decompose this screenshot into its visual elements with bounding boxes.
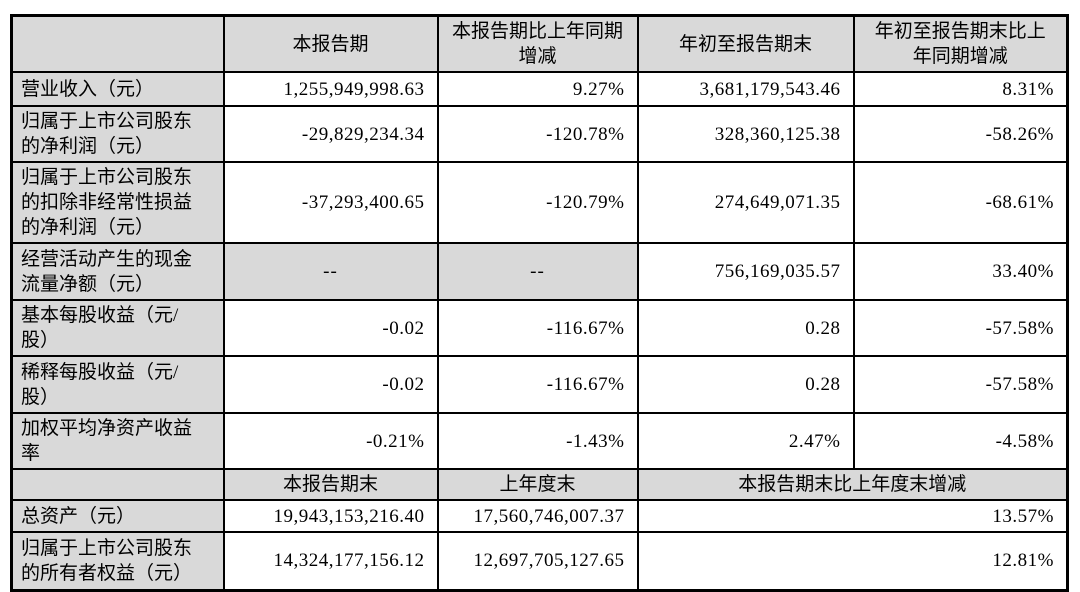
table-row: 营业收入（元） 1,255,949,998.63 9.27% 3,681,179… xyxy=(10,71,1069,107)
cell-revenue-yoy: 9.27% xyxy=(436,71,639,107)
table-row: 归属于上市公司股东 的净利润（元） -29,829,234.34 -120.78… xyxy=(10,105,1069,163)
cell-equity-change: 12.81% xyxy=(636,531,1069,591)
cell-cash-flow-current-empty: -- xyxy=(222,242,439,301)
table-row: 总资产（元） 19,943,153,216.40 17,560,746,007.… xyxy=(10,499,1069,533)
cell-excl-ytd-yoy: -68.61% xyxy=(852,161,1069,244)
cell-diluted-eps-current: -0.02 xyxy=(222,355,439,414)
cell-net-profit-current: -29,829,234.34 xyxy=(222,105,439,163)
cell-cash-flow-ytd: 756,169,035.57 xyxy=(636,242,855,301)
cell-revenue-ytd-yoy: 8.31% xyxy=(852,71,1069,107)
header-ytd: 年初至报告期末 xyxy=(636,14,855,73)
cell-diluted-eps-ytd-yoy: -57.58% xyxy=(852,355,1069,414)
subheader-end-of-period: 本报告期末 xyxy=(222,468,439,501)
cell-net-profit-yoy: -120.78% xyxy=(436,105,639,163)
cell-revenue-ytd: 3,681,179,543.46 xyxy=(636,71,855,107)
table-subheader-row: 本报告期末 上年度末 本报告期末比上年度末增减 xyxy=(10,468,1069,501)
cell-net-profit-ytd-yoy: -58.26% xyxy=(852,105,1069,163)
header-current-period: 本报告期 xyxy=(222,14,439,73)
cell-net-profit-ytd: 328,360,125.38 xyxy=(636,105,855,163)
header-ytd-yoy-change: 年初至报告期末比上 年同期增减 xyxy=(852,14,1069,73)
cell-total-assets-change: 13.57% xyxy=(636,499,1069,533)
row-label-equity-attributable: 归属于上市公司股东 的所有者权益（元） xyxy=(10,531,225,591)
row-label-operating-revenue: 营业收入（元） xyxy=(10,71,225,107)
row-label-net-profit: 归属于上市公司股东 的净利润（元） xyxy=(10,105,225,163)
table-row: 归属于上市公司股东 的扣除非经常性损益 的净利润（元） -37,293,400.… xyxy=(10,161,1069,244)
cell-cash-flow-yoy-empty: -- xyxy=(436,242,639,301)
cell-roe-ytd-yoy: -4.58% xyxy=(852,412,1069,470)
cell-roe-ytd: 2.47% xyxy=(636,412,855,470)
row-label-basic-eps: 基本每股收益（元/ 股） xyxy=(10,299,225,357)
table-row: 归属于上市公司股东 的所有者权益（元） 14,324,177,156.12 12… xyxy=(10,531,1069,591)
row-label-net-profit-excl-nonrecurring: 归属于上市公司股东 的扣除非经常性损益 的净利润（元） xyxy=(10,161,225,244)
table-row: 经营活动产生的现金 流量净额（元） -- -- 756,169,035.57 3… xyxy=(10,242,1069,301)
row-label-weighted-avg-roe: 加权平均净资产收益 率 xyxy=(10,412,225,470)
table-row: 加权平均净资产收益 率 -0.21% -1.43% 2.47% -4.58% xyxy=(10,412,1069,470)
cell-diluted-eps-yoy: -116.67% xyxy=(436,355,639,414)
cell-revenue-current: 1,255,949,998.63 xyxy=(222,71,439,107)
row-label-total-assets: 总资产（元） xyxy=(10,499,225,533)
cell-excl-yoy: -120.79% xyxy=(436,161,639,244)
cell-basic-eps-ytd-yoy: -57.58% xyxy=(852,299,1069,357)
table-row: 稀释每股收益（元/ 股） -0.02 -116.67% 0.28 -57.58% xyxy=(10,355,1069,414)
cell-basic-eps-yoy: -116.67% xyxy=(436,299,639,357)
cell-diluted-eps-ytd: 0.28 xyxy=(636,355,855,414)
cell-basic-eps-current: -0.02 xyxy=(222,299,439,357)
cell-total-assets-end-of-period: 19,943,153,216.40 xyxy=(222,499,439,533)
subheader-corner-cell xyxy=(10,468,225,501)
cell-excl-current: -37,293,400.65 xyxy=(222,161,439,244)
header-corner-cell xyxy=(10,14,225,73)
financial-summary-table: 本报告期 本报告期比上年同期 增减 年初至报告期末 年初至报告期末比上 年同期增… xyxy=(10,14,1069,592)
cell-cash-flow-ytd-yoy: 33.40% xyxy=(852,242,1069,301)
cell-total-assets-end-of-last-year: 17,560,746,007.37 xyxy=(436,499,639,533)
cell-equity-end-of-last-year: 12,697,705,127.65 xyxy=(436,531,639,591)
table-row: 基本每股收益（元/ 股） -0.02 -116.67% 0.28 -57.58% xyxy=(10,299,1069,357)
subheader-change-vs-last-year-end: 本报告期末比上年度末增减 xyxy=(636,468,1069,501)
cell-equity-end-of-period: 14,324,177,156.12 xyxy=(222,531,439,591)
cell-basic-eps-ytd: 0.28 xyxy=(636,299,855,357)
cell-roe-current: -0.21% xyxy=(222,412,439,470)
row-label-operating-cash-flow: 经营活动产生的现金 流量净额（元） xyxy=(10,242,225,301)
table-header-row: 本报告期 本报告期比上年同期 增减 年初至报告期末 年初至报告期末比上 年同期增… xyxy=(10,14,1069,73)
row-label-diluted-eps: 稀释每股收益（元/ 股） xyxy=(10,355,225,414)
header-yoy-change: 本报告期比上年同期 增减 xyxy=(436,14,639,73)
subheader-end-of-last-year: 上年度末 xyxy=(436,468,639,501)
cell-excl-ytd: 274,649,071.35 xyxy=(636,161,855,244)
cell-roe-yoy: -1.43% xyxy=(436,412,639,470)
